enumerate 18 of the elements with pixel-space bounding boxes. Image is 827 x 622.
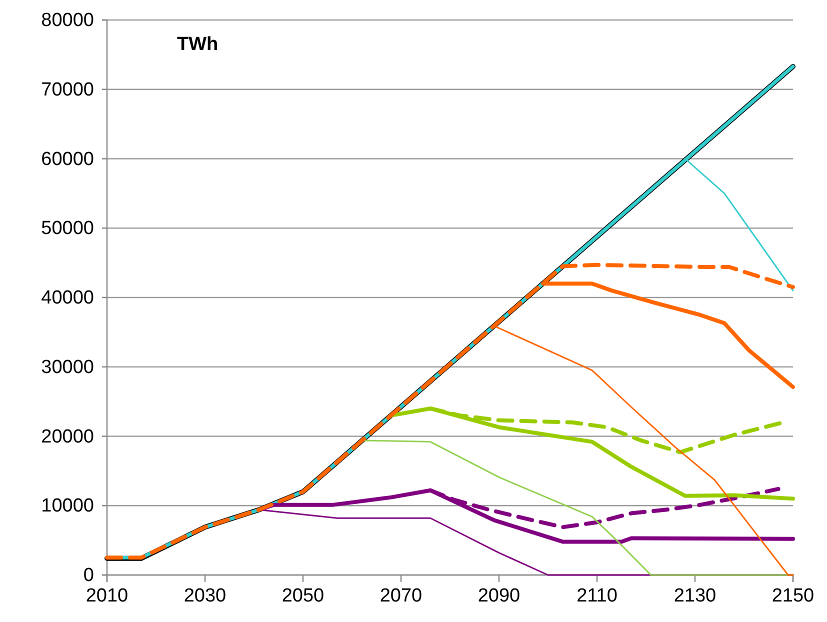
x-tick-label: 2030 <box>184 585 226 606</box>
y-tick-label: 0 <box>83 565 94 586</box>
x-tick-label: 2070 <box>380 585 422 606</box>
y-tick-label: 60000 <box>41 148 94 170</box>
x-tick-label: 2150 <box>772 585 814 606</box>
y-axis-title: TWh <box>177 34 218 55</box>
y-tick-label: 10000 <box>41 496 94 517</box>
y-tick-label: 30000 <box>41 356 94 378</box>
x-tick-label: 2090 <box>478 585 520 606</box>
y-tick-label: 70000 <box>41 79 94 100</box>
x-tick-label: 2130 <box>674 585 716 606</box>
x-tick-label: 2010 <box>86 585 128 606</box>
x-tick-label: 2050 <box>282 585 324 606</box>
y-tick-label: 20000 <box>41 426 94 448</box>
y-tick-label: 40000 <box>41 288 94 309</box>
x-tick-label: 2110 <box>576 585 618 606</box>
y-tick-label: 80000 <box>41 10 94 32</box>
y-tick-label: 50000 <box>41 218 94 240</box>
